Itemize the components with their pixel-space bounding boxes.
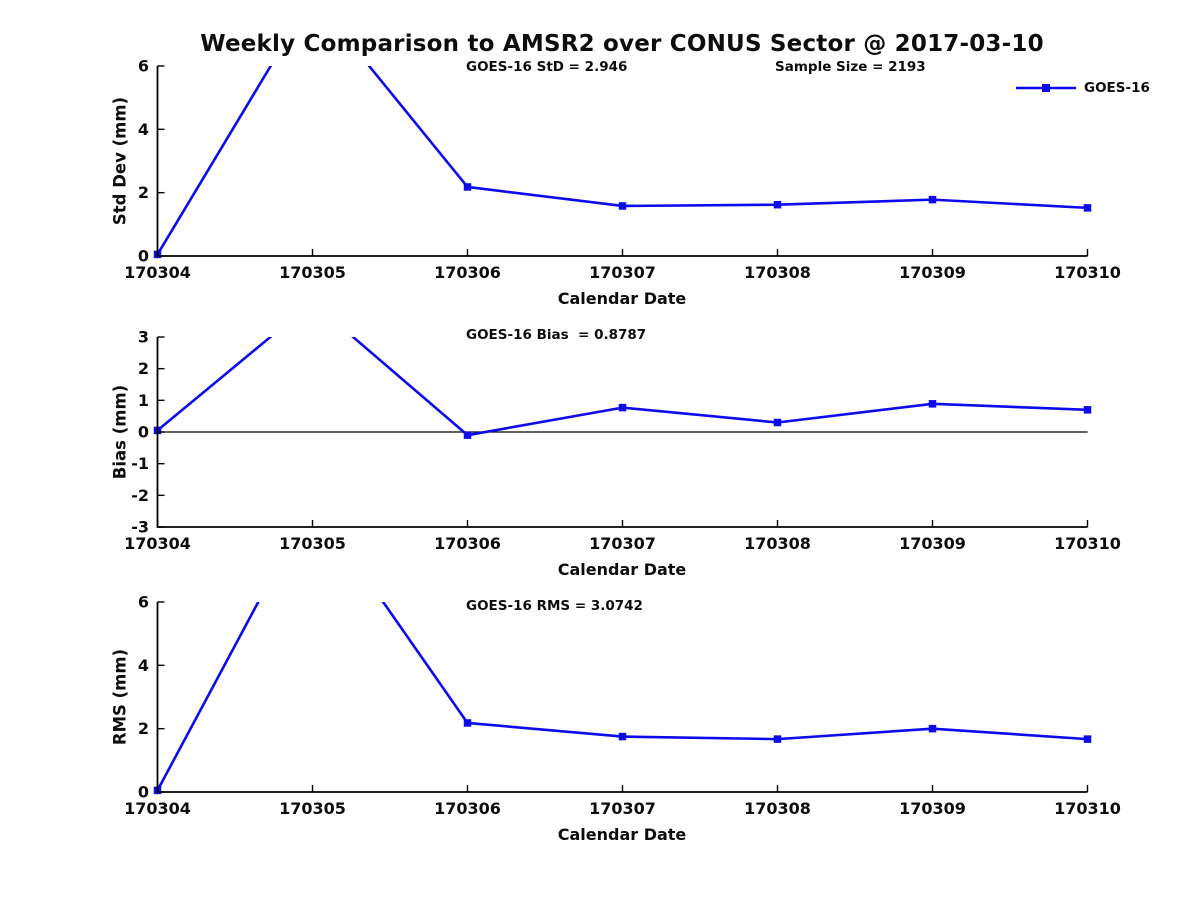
x-tick-label: 170308 <box>744 799 811 818</box>
x-tick-label: 170310 <box>1054 263 1121 282</box>
y-tick-label: -1 <box>131 454 149 473</box>
x-tick-label: 170306 <box>434 534 501 553</box>
data-point-marker <box>618 202 627 210</box>
y-tick-label: 2 <box>138 183 149 202</box>
stddev-annotation: GOES-16 StD = 2.946 <box>466 59 628 75</box>
goes-16-series-line <box>156 337 1088 437</box>
data-point-marker <box>1083 204 1092 212</box>
data-point-marker <box>1083 406 1092 414</box>
data-point-marker <box>773 418 782 427</box>
data-point-marker <box>773 735 782 743</box>
y-tick-label: 1 <box>138 391 149 410</box>
x-tick-label: 170310 <box>1054 534 1121 553</box>
x-tick-label: 170309 <box>899 534 966 553</box>
stddev-x-axis-label: Calendar Date <box>557 289 687 308</box>
legend-square-marker <box>1042 84 1050 92</box>
x-tick-label: 170305 <box>279 263 346 282</box>
y-tick-label: 6 <box>138 593 149 612</box>
data-point-marker <box>1083 735 1092 743</box>
data-point-marker <box>618 732 627 741</box>
data-point-marker <box>309 298 317 306</box>
y-tick-label: -2 <box>131 486 149 505</box>
rms-x-axis-label: Calendar Date <box>557 825 687 844</box>
chart-title: Weekly Comparison to AMSR2 over CONUS Se… <box>200 31 1044 57</box>
legend-label: GOES-16 <box>1084 80 1150 96</box>
data-point-marker <box>463 183 472 191</box>
x-tick-label: 170304 <box>124 534 191 553</box>
rms-annotation: GOES-16 RMS = 3.0742 <box>466 598 643 614</box>
x-tick-label: 170308 <box>744 534 811 553</box>
data-point-marker <box>928 400 937 408</box>
x-tick-label: 170304 <box>124 799 191 818</box>
subplot-rms: 170304 170305 170306 170307 170308 170309 1703… <box>124 497 1121 819</box>
axis-lines <box>156 66 1088 257</box>
x-tick-label: 170307 <box>589 799 656 818</box>
data-point-marker <box>928 195 937 204</box>
x-tick-label: 170306 <box>434 799 501 818</box>
x-tick-label: 170310 <box>1054 799 1121 818</box>
x-tick-label: 170305 <box>279 534 346 553</box>
sample-size-annotation: Sample Size = 2193 <box>775 59 926 75</box>
y-tick-label: 4 <box>138 656 149 675</box>
axis-lines <box>156 602 1088 793</box>
y-tick-label: 0 <box>138 423 149 442</box>
legend: GOES-16 <box>1015 80 1150 96</box>
x-tick-label: 170308 <box>744 263 811 282</box>
x-tick-label: 170305 <box>279 799 346 818</box>
bias-annotation: GOES-16 Bias = 0.8787 <box>466 327 647 343</box>
y-tick-label: 2 <box>138 359 149 378</box>
x-tick-label: 170304 <box>124 263 191 282</box>
x-tick-label: 170309 <box>899 799 966 818</box>
x-tick-label: 170307 <box>589 534 656 553</box>
legend-line-sample <box>1016 84 1076 92</box>
data-point-marker <box>928 724 937 733</box>
y-tick-label: 4 <box>138 120 149 139</box>
x-tick-label: 170309 <box>899 263 966 282</box>
y-tick-label: 0 <box>138 783 149 802</box>
subplot-bias: 170304 170305 170306 170307 170308 170309 1703… <box>124 298 1121 554</box>
y-tick-label: 6 <box>138 57 149 76</box>
y-tick-label: 3 <box>138 328 149 347</box>
y-tick-label: 0 <box>138 247 149 266</box>
data-point-marker <box>463 719 472 727</box>
data-point-marker <box>309 497 317 505</box>
y-tick-label: 2 <box>138 719 149 738</box>
data-point-marker <box>618 403 627 412</box>
data-point-marker <box>773 200 782 209</box>
subplot-std-dev: 170304 170305 170306 170307 170308 170309 1703… <box>124 57 1121 283</box>
x-tick-label: 170307 <box>589 263 656 282</box>
goes-16-series-line <box>156 66 1088 256</box>
x-tick-label: 170306 <box>434 263 501 282</box>
bias-x-axis-label: Calendar Date <box>557 560 687 579</box>
y-tick-label: -3 <box>131 518 149 537</box>
data-point-marker <box>463 431 472 439</box>
